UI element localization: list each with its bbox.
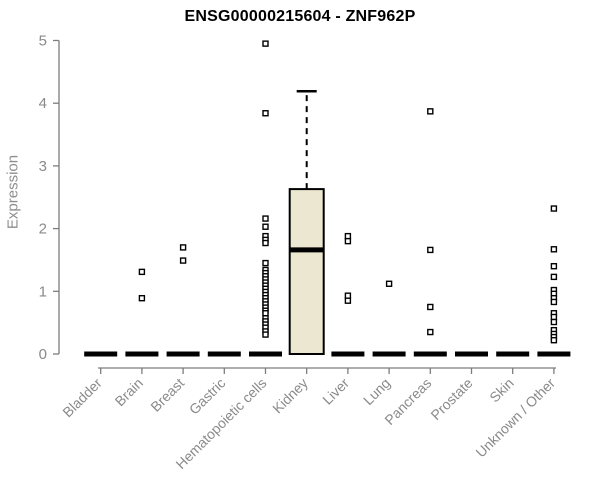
- outlier-point: [550, 263, 558, 270]
- outlier-point: [427, 303, 434, 311]
- outlier-point: [179, 257, 187, 264]
- y-tick-label: 2: [39, 221, 47, 238]
- zero-median-bar: [537, 351, 571, 357]
- category-label: Breast: [147, 375, 187, 415]
- outlier-point: [427, 246, 434, 254]
- category-label: Bladder: [59, 375, 105, 421]
- chart-title: ENSG00000215604 - ZNF962P: [184, 8, 416, 25]
- outlier-point: [262, 223, 269, 230]
- outlier-point: [550, 313, 558, 321]
- category-label: Brain: [112, 375, 146, 409]
- outlier-point: [344, 232, 352, 240]
- y-tick-label: 1: [39, 283, 47, 300]
- y-tick-label: 5: [39, 33, 47, 50]
- outlier-point: [262, 310, 269, 317]
- outlier-point: [427, 328, 434, 336]
- y-tick-label: 3: [39, 158, 47, 175]
- zero-median-bar: [125, 351, 159, 357]
- outlier-point: [550, 205, 558, 212]
- category-label: Lung: [360, 375, 393, 408]
- outlier-point: [550, 246, 558, 253]
- outlier-point: [344, 237, 352, 245]
- box: [288, 188, 325, 355]
- outlier-point: [262, 331, 269, 338]
- zero-median-bar: [166, 351, 200, 357]
- zero-median-bar: [372, 351, 406, 357]
- outlier-point: [385, 280, 393, 287]
- y-tick-label: 4: [39, 95, 47, 112]
- outlier-point: [262, 110, 269, 117]
- category-label: Prostate: [427, 375, 475, 423]
- outlier-point: [179, 244, 187, 251]
- outlier-point: [427, 108, 434, 115]
- outlier-point: [138, 268, 146, 276]
- zero-median-bar: [331, 351, 365, 357]
- outlier-point: [344, 297, 352, 304]
- zero-median-bar: [249, 351, 282, 357]
- zero-median-bar: [207, 351, 241, 357]
- outlier-point: [262, 239, 269, 247]
- outlier-point: [344, 292, 352, 299]
- outlier-point: [262, 215, 269, 222]
- zero-median-bar: [413, 351, 447, 357]
- outlier-point: [262, 40, 269, 47]
- outlier-point: [550, 318, 558, 326]
- outlier-point: [262, 259, 269, 267]
- zero-median-bar: [84, 351, 118, 357]
- outlier-point: [550, 337, 558, 344]
- outlier-point: [138, 294, 146, 302]
- outlier-point: [550, 298, 558, 306]
- y-tick-label: 0: [39, 346, 47, 363]
- outlier-point: [550, 273, 558, 281]
- zero-median-bar: [496, 351, 530, 357]
- category-label: Liver: [319, 375, 352, 408]
- category-label: Skin: [486, 375, 517, 406]
- category-label: Kidney: [269, 375, 311, 417]
- zero-median-bar: [455, 351, 488, 357]
